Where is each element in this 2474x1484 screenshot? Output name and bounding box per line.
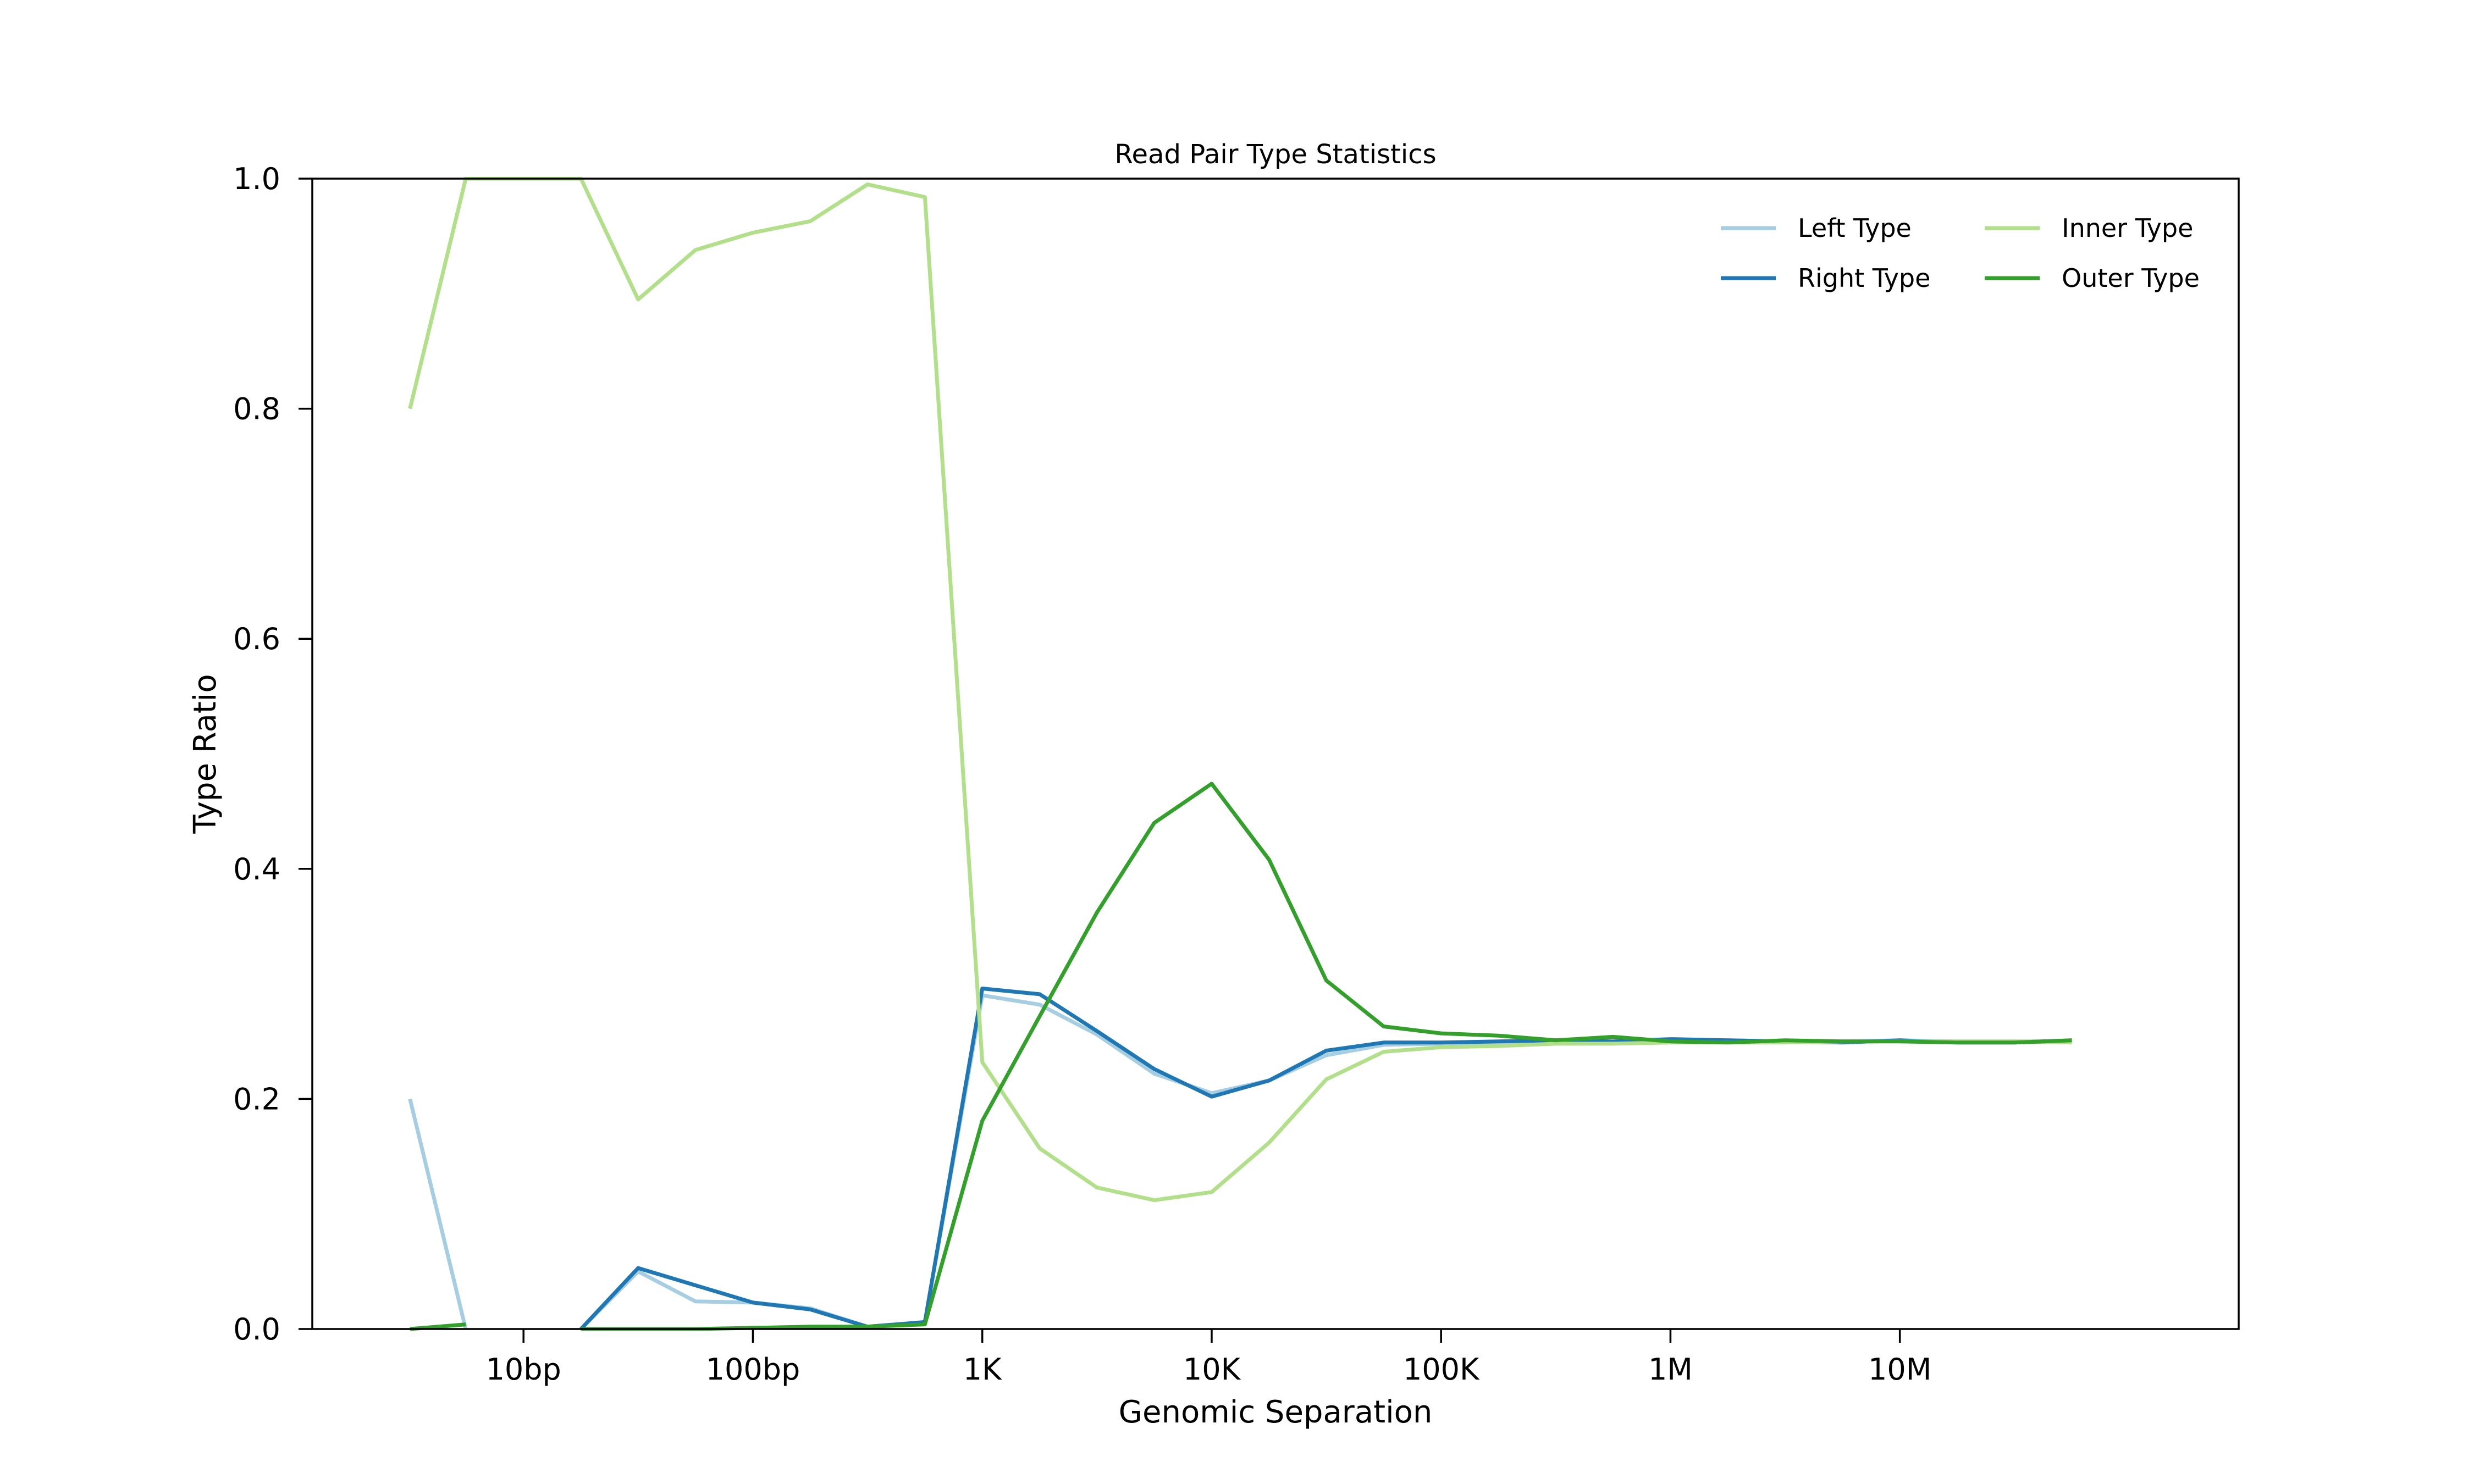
series-line-outer-type — [410, 782, 2072, 1331]
y-tick-label: 0.6 — [233, 622, 280, 656]
legend-label-left-type: Left Type — [1798, 213, 1912, 243]
legend-label-inner-type: Inner Type — [2062, 213, 2193, 243]
y-tick-label: 0.0 — [233, 1312, 280, 1347]
x-tick-label: 100bp — [706, 1352, 800, 1387]
x-tick-label: 100K — [1403, 1352, 1480, 1387]
y-axis-label: Type Ratio — [187, 674, 223, 834]
x-tick-label: 10M — [1868, 1352, 1931, 1387]
legend-label-right-type: Right Type — [1798, 263, 1930, 293]
y-tick-label: 0.4 — [233, 852, 280, 887]
x-tick-label: 1M — [1648, 1352, 1693, 1387]
legend-label-outer-type: Outer Type — [2062, 263, 2200, 293]
series-lines — [408, 177, 2072, 1331]
x-axis-label: Genomic Separation — [1119, 1394, 1433, 1430]
plot-frame — [311, 178, 2240, 1330]
chart-title: Read Pair Type Statistics — [1114, 139, 1436, 170]
x-tick-label: 10K — [1183, 1352, 1241, 1387]
y-tick-label: 1.0 — [233, 162, 280, 196]
x-tick-label: 1K — [963, 1352, 1002, 1387]
y-tick-label: 0.2 — [233, 1082, 280, 1116]
series-line-inner-type — [408, 177, 2072, 1203]
y-tick-label: 0.8 — [233, 392, 280, 427]
x-tick-label: 10bp — [486, 1352, 561, 1387]
axes: 10bp 100bp 1K 10K 100K 1M 10M 0.0 0.2 0.4 0.6 0.8 1.… — [233, 162, 2240, 1387]
legend: Left Type Right Type Inner Type Outer Type — [1721, 213, 2200, 293]
series-line-left-type — [408, 993, 2072, 1331]
